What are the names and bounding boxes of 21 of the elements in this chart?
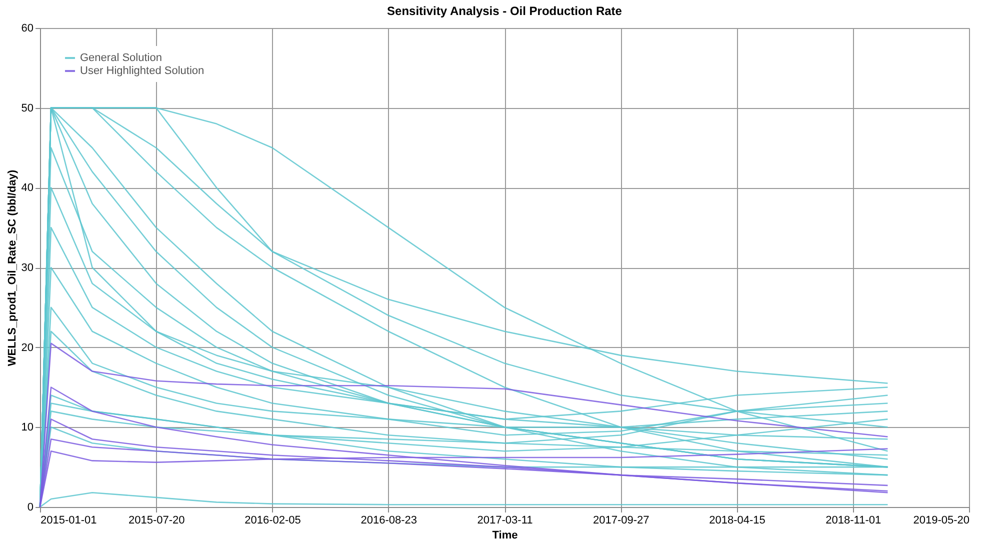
- x-tick-label: 2015-01-01: [40, 514, 97, 526]
- x-tick-label: 2017-09-27: [592, 514, 650, 526]
- legend-label: User Highlighted Solution: [80, 65, 204, 77]
- y-tick-label: 60: [21, 22, 34, 34]
- y-tick-label: 20: [21, 342, 34, 354]
- y-axis-title: WELLS_prod1_Oil_Rate_SC (bbl/day): [6, 170, 18, 366]
- x-tick-label: 2017-03-11: [477, 514, 533, 526]
- y-tick-label: 10: [21, 422, 34, 434]
- y-tick-label: 0: [27, 502, 34, 514]
- x-tick-label: 2019-05-20: [913, 514, 970, 526]
- x-axis-title: Time: [492, 530, 518, 542]
- x-tick-label: 2016-08-23: [360, 514, 418, 526]
- x-tick-label: 2016-02-05: [244, 514, 301, 526]
- y-tick-label: 40: [21, 182, 34, 194]
- x-tick-label: 2018-04-15: [709, 514, 766, 526]
- legend-label: General Solution: [80, 52, 162, 64]
- y-tick-label: 50: [21, 102, 34, 114]
- chart-title: Sensitivity Analysis - Oil Production Rate: [387, 4, 622, 18]
- x-tick-label: 2015-07-20: [128, 514, 185, 526]
- x-tick-label: 2018-11-01: [826, 514, 882, 526]
- y-tick-label: 30: [21, 262, 34, 274]
